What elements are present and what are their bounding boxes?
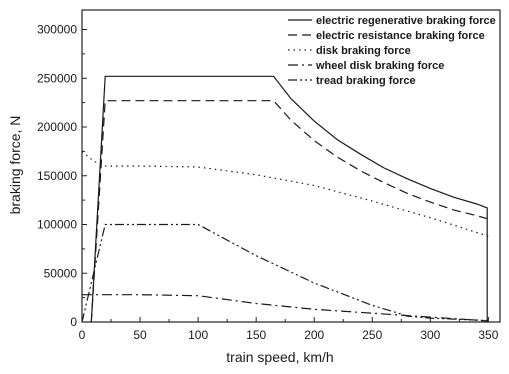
y-tick-label: 150000: [37, 169, 77, 183]
series-line-2: [90, 100, 488, 323]
plot-frame: [81, 9, 501, 323]
x-axis-label: train speed, km/h: [226, 349, 333, 365]
x-tick-label: 250: [362, 328, 382, 342]
x-tick-label: 50: [133, 328, 147, 342]
legend: electric regenerative braking force elect…: [288, 15, 496, 87]
x-tick-label: 100: [188, 328, 208, 342]
x-tick-label: 0: [79, 328, 86, 342]
y-tick-label: 100000: [37, 218, 77, 232]
series-line-4: [82, 294, 489, 322]
legend-entry: disk braking force: [316, 45, 411, 57]
x-tick-label: 300: [420, 328, 440, 342]
series-line-5: [81, 223, 489, 323]
series-line-1: [90, 75, 488, 323]
y-tick-label: 0: [70, 315, 77, 329]
legend-entry: electric regenerative braking force: [316, 15, 496, 27]
y-tick-label: 50000: [44, 266, 78, 280]
legend-entry: wheel disk braking force: [315, 60, 444, 72]
y-tick-label: 200000: [37, 120, 77, 134]
y-tick-label: 300000: [37, 23, 77, 37]
axes: 0 50 100 150 200 250 300 350 0 50000 100000 150000 2…: [37, 23, 499, 343]
y-tick-label: 250000: [37, 71, 77, 85]
y-axis-label: braking force, N: [7, 116, 23, 215]
series-layer: [81, 75, 489, 323]
x-tick-label: 150: [246, 328, 266, 342]
x-tick-label: 200: [304, 328, 324, 342]
series-line-3: [81, 150, 489, 237]
legend-entry: electric resistance braking force: [316, 30, 485, 42]
plot-area: [81, 9, 501, 323]
x-tick-label: 350: [478, 328, 498, 342]
legend-entry: tread braking force: [316, 75, 416, 87]
